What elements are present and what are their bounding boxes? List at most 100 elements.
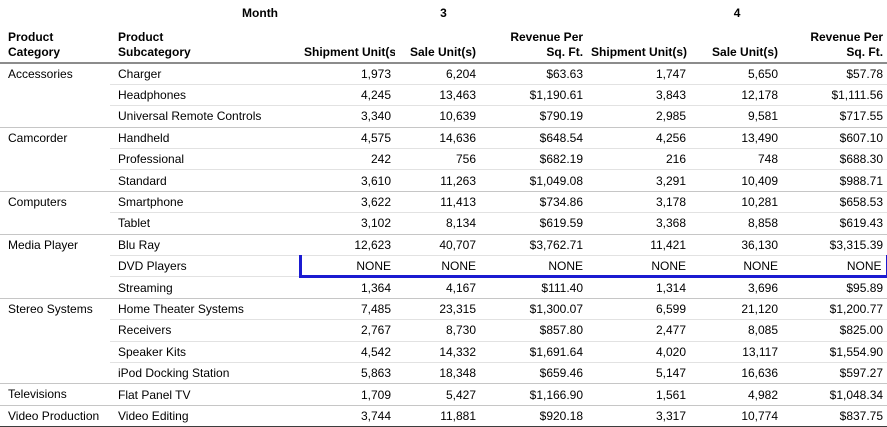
value-cell[interactable]: 2,477 <box>587 319 691 342</box>
value-cell[interactable]: $658.53 <box>782 190 887 213</box>
subcategory-cell[interactable]: iPod Docking Station <box>110 361 301 384</box>
value-cell[interactable]: $1,111.56 <box>782 83 887 106</box>
month-3-header[interactable]: 3 <box>440 6 447 20</box>
value-cell[interactable]: 8,134 <box>395 212 481 235</box>
value-cell[interactable]: 5,427 <box>395 383 481 406</box>
value-cell[interactable]: 10,409 <box>690 169 783 192</box>
category-cell[interactable]: Media Player <box>0 233 110 299</box>
value-cell[interactable]: 3,622 <box>300 190 396 213</box>
subcategory-cell[interactable]: Streaming <box>110 276 301 299</box>
value-cell[interactable]: $920.18 <box>480 404 588 427</box>
value-cell[interactable]: 8,858 <box>690 212 783 235</box>
value-cell[interactable]: 16,636 <box>690 361 783 384</box>
value-cell[interactable]: $825.00 <box>782 319 887 342</box>
subcategory-cell[interactable]: Tablet <box>110 212 301 235</box>
value-cell[interactable]: 1,561 <box>587 383 691 406</box>
value-cell[interactable]: 18,348 <box>395 361 481 384</box>
value-cell[interactable]: 10,281 <box>690 190 783 213</box>
column-header-shipment-units-m4[interactable]: Shipment Unit(s) <box>587 27 691 64</box>
subcategory-cell[interactable]: Blu Ray <box>110 233 301 256</box>
value-cell[interactable]: $648.54 <box>480 126 588 149</box>
value-cell[interactable]: 4,982 <box>690 383 783 406</box>
value-cell[interactable]: 3,843 <box>587 83 691 106</box>
subcategory-cell[interactable]: Speaker Kits <box>110 340 301 363</box>
value-cell[interactable]: 10,774 <box>690 404 783 427</box>
column-header-revenue-per-sqft-m4[interactable]: Revenue Per Sq. Ft. <box>782 27 887 64</box>
value-cell[interactable]: 3,178 <box>587 190 691 213</box>
month-4-header[interactable]: 4 <box>733 6 741 20</box>
value-cell[interactable]: 216 <box>587 148 691 170</box>
column-header-shipment-units-m3[interactable]: Shipment Unit(s) <box>300 27 396 64</box>
category-cell[interactable]: Camcorder <box>0 126 110 192</box>
subcategory-cell[interactable]: Charger <box>110 62 301 85</box>
value-cell[interactable]: $63.63 <box>480 62 588 85</box>
value-cell-highlighted[interactable]: NONE <box>480 255 588 279</box>
subcategory-cell[interactable]: Video Editing <box>110 404 301 427</box>
value-cell-highlighted[interactable]: NONE <box>298 255 396 279</box>
value-cell[interactable]: $597.27 <box>782 361 887 384</box>
column-header-revenue-per-sqft-m3[interactable]: Revenue Per Sq. Ft. <box>480 27 588 64</box>
category-cell[interactable]: Video Production <box>0 404 110 427</box>
value-cell-highlighted[interactable]: NONE <box>395 255 481 279</box>
value-cell[interactable]: 11,263 <box>395 169 481 192</box>
value-cell[interactable]: 3,696 <box>690 276 783 299</box>
value-cell[interactable]: $95.89 <box>782 276 887 299</box>
value-cell[interactable]: 1,747 <box>587 62 691 85</box>
value-cell[interactable]: 1,709 <box>300 383 396 406</box>
value-cell[interactable]: 40,707 <box>395 233 481 256</box>
value-cell[interactable]: 6,204 <box>395 62 481 85</box>
value-cell[interactable]: 2,985 <box>587 105 691 128</box>
value-cell[interactable]: 13,490 <box>690 126 783 149</box>
value-cell[interactable]: 5,147 <box>587 361 691 384</box>
subcategory-cell[interactable]: Smartphone <box>110 190 301 213</box>
value-cell[interactable]: $659.46 <box>480 361 588 384</box>
value-cell[interactable]: 4,575 <box>300 126 396 149</box>
value-cell[interactable]: $57.78 <box>782 62 887 85</box>
value-cell[interactable]: $1,554.90 <box>782 340 887 363</box>
value-cell[interactable]: 36,130 <box>690 233 783 256</box>
value-cell[interactable]: 3,102 <box>300 212 396 235</box>
value-cell[interactable]: $1,166.90 <box>480 383 588 406</box>
value-cell[interactable]: 3,368 <box>587 212 691 235</box>
subcategory-cell[interactable]: DVD Players <box>110 255 301 277</box>
value-cell[interactable]: 8,085 <box>690 319 783 342</box>
value-cell[interactable]: $111.40 <box>480 276 588 299</box>
value-cell[interactable]: 3,340 <box>300 105 396 128</box>
value-cell[interactable]: 21,120 <box>690 297 783 320</box>
value-cell[interactable]: $1,691.64 <box>480 340 588 363</box>
subcategory-cell[interactable]: Universal Remote Controls <box>110 105 301 128</box>
value-cell[interactable]: 3,610 <box>300 169 396 192</box>
value-cell[interactable]: $988.71 <box>782 169 887 192</box>
value-cell[interactable]: $1,049.08 <box>480 169 588 192</box>
value-cell[interactable]: $734.86 <box>480 190 588 213</box>
value-cell[interactable]: 11,421 <box>587 233 691 256</box>
value-cell[interactable]: 1,364 <box>300 276 396 299</box>
value-cell[interactable]: 756 <box>395 148 481 170</box>
value-cell[interactable]: 3,317 <box>587 404 691 427</box>
value-cell[interactable]: 5,863 <box>300 361 396 384</box>
column-header-sale-units-m3[interactable]: Sale Unit(s) <box>395 27 481 64</box>
category-cell[interactable]: Stereo Systems <box>0 297 110 384</box>
value-cell[interactable]: 1,973 <box>300 62 396 85</box>
value-cell[interactable]: 5,650 <box>690 62 783 85</box>
value-cell[interactable]: 12,623 <box>300 233 396 256</box>
value-cell[interactable]: 13,117 <box>690 340 783 363</box>
value-cell[interactable]: 14,636 <box>395 126 481 149</box>
subcategory-cell[interactable]: Home Theater Systems <box>110 297 301 320</box>
month-attribute-label[interactable]: Month <box>242 6 279 20</box>
value-cell[interactable]: 3,291 <box>587 169 691 192</box>
category-cell[interactable]: Televisions <box>0 383 110 406</box>
value-cell-highlighted[interactable]: NONE <box>782 255 887 279</box>
column-header-product-category[interactable]: Product Category <box>0 27 110 64</box>
value-cell[interactable]: 1,314 <box>587 276 691 299</box>
column-header-product-subcategory[interactable]: Product Subcategory <box>110 27 301 64</box>
value-cell[interactable]: 13,463 <box>395 83 481 106</box>
value-cell[interactable]: 3,744 <box>300 404 396 427</box>
value-cell[interactable]: 4,256 <box>587 126 691 149</box>
subcategory-cell[interactable]: Standard <box>110 169 301 192</box>
value-cell[interactable]: 242 <box>300 148 396 170</box>
value-cell[interactable]: $1,048.34 <box>782 383 887 406</box>
value-cell[interactable]: 10,639 <box>395 105 481 128</box>
subcategory-cell[interactable]: Headphones <box>110 83 301 106</box>
value-cell[interactable]: 9,581 <box>690 105 783 128</box>
